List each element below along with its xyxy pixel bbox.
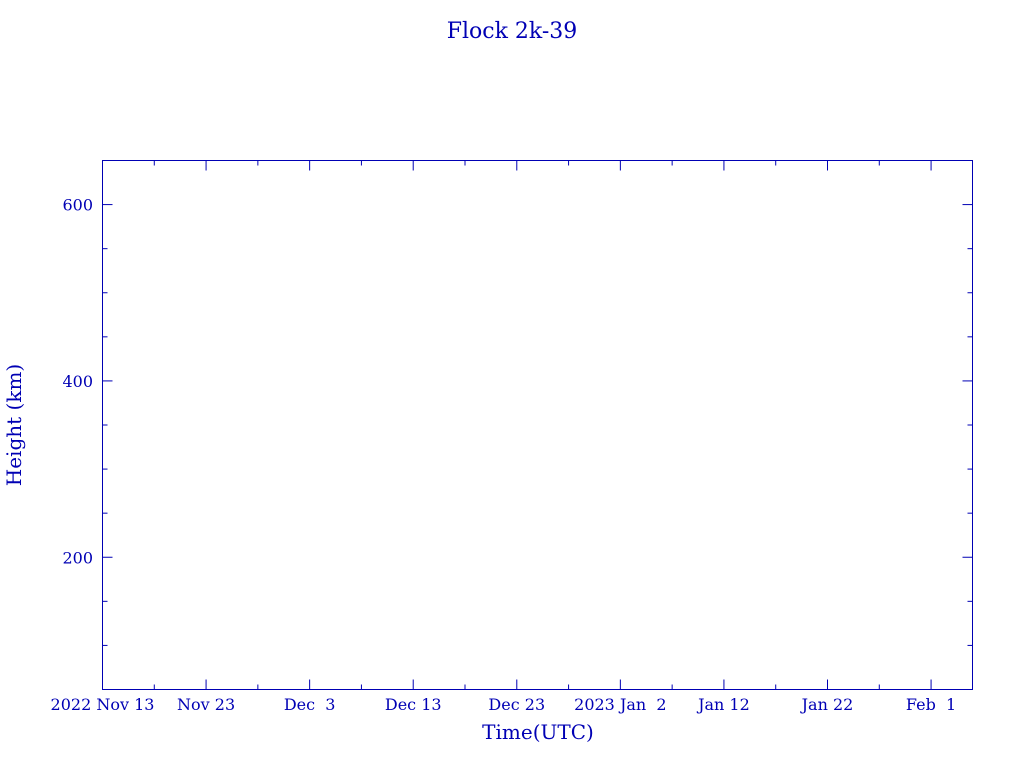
x-tick-label: Jan 22 xyxy=(800,695,854,714)
x-axis-label: Time(UTC) xyxy=(482,720,594,744)
x-tick-label: Dec 13 xyxy=(385,695,442,714)
ticks: 2022 Nov 13 Nov 23 Dec 3 Dec 13 Dec 23 2023 J… xyxy=(51,160,973,714)
chart-title: Flock 2k-39 xyxy=(447,19,578,44)
x-tick-label: Jan 12 xyxy=(696,695,750,714)
x-tick-label: Nov 23 xyxy=(177,695,235,714)
x-tick-label: Feb 1 xyxy=(906,695,956,714)
y-axis-label: Height (km) xyxy=(2,364,26,486)
y-tick-label: 600 xyxy=(62,196,93,215)
y-tick-label: 200 xyxy=(62,548,93,567)
x-tick-label: Dec 3 xyxy=(284,695,336,714)
x-tick-label: 2022 Nov 13 xyxy=(51,695,155,714)
x-tick-label: 2023 Jan 2 xyxy=(574,695,666,714)
y-tick-label: 400 xyxy=(62,372,93,391)
x-tick-label: Dec 23 xyxy=(488,695,545,714)
plot-frame xyxy=(102,160,973,690)
